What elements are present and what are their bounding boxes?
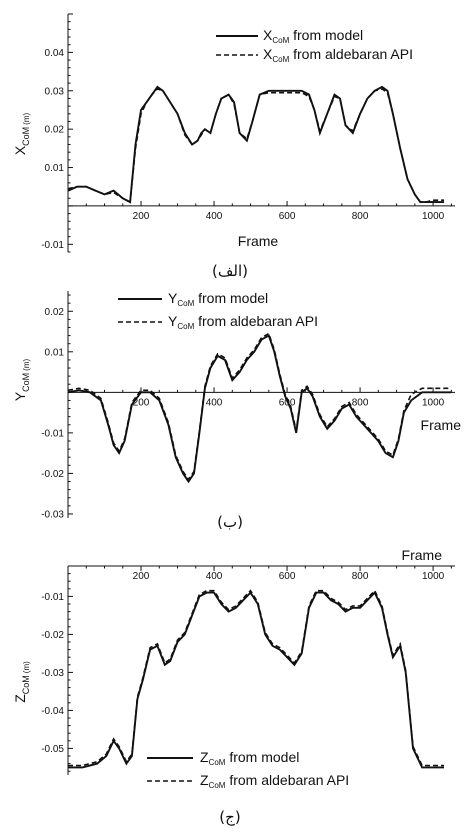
y-axis-title: ZCoM(m) xyxy=(12,661,31,703)
legend-entry-label: ZCoM from model xyxy=(200,749,299,767)
legend-entry-label: ZCoM from aldebaran API xyxy=(200,772,349,790)
x-tick-label: 200 xyxy=(133,397,150,408)
x-tick-label: 1000 xyxy=(422,211,445,222)
x-tick-label: 200 xyxy=(133,211,150,222)
y-tick-label: -0.05 xyxy=(41,744,64,755)
legend-entry-label: YCoM from aldebaran API xyxy=(168,313,318,331)
chart-panel-3: -0.05 -0.04 -0.03 -0.02 -0.01 200 400 600 800 100… xyxy=(12,547,455,827)
y-tick-label: -0.04 xyxy=(41,706,64,717)
series-line-model xyxy=(67,334,452,484)
y-tick-label: 0.02 xyxy=(45,307,65,318)
chart-panel-1: -0.01 0.01 0.02 0.03 0.04 200 400 600 800 1000 Fra… xyxy=(12,13,455,280)
x-tick-label: 400 xyxy=(206,211,223,222)
y-tick-label: 0.03 xyxy=(45,86,65,97)
y-tick-label: -0.03 xyxy=(41,509,64,520)
series-line-model xyxy=(68,590,444,769)
x-tick-label: 400 xyxy=(206,397,223,408)
y-tick-label: -0.03 xyxy=(41,668,64,679)
x-axis-title: Frame xyxy=(421,417,462,433)
y-tick-label: -0.01 xyxy=(41,428,64,439)
x-tick-label: 1000 xyxy=(422,397,445,408)
y-axis-title: XCoM(m) xyxy=(12,112,31,155)
x-axis-title: Frame xyxy=(402,547,443,563)
legend: YCoM from model YCoM from aldebaran API xyxy=(118,290,318,331)
panel-label: (ب) xyxy=(217,513,243,531)
y-tick-label: -0.02 xyxy=(41,630,64,641)
panel-label: (ج) xyxy=(219,808,240,827)
series-line-aldebaran-api xyxy=(67,87,444,204)
x-axis-title: Frame xyxy=(238,233,279,249)
y-tick-label: 0.01 xyxy=(45,163,65,174)
y-tick-label: 0.01 xyxy=(45,347,65,358)
y-tick-label: -0.01 xyxy=(41,240,64,251)
y-tick-label: 0.04 xyxy=(45,48,65,59)
legend-entry-label: XCoM from model xyxy=(263,27,363,45)
panel-label: (الف) xyxy=(212,262,248,280)
x-tick-label: 600 xyxy=(279,571,296,582)
x-tick-label: 400 xyxy=(206,571,223,582)
x-tick-label: 800 xyxy=(352,397,369,408)
series-line-aldebaran-api xyxy=(67,332,452,481)
x-tick-label: 600 xyxy=(279,211,296,222)
y-tick-label: 0.02 xyxy=(45,125,65,136)
y-axis-title: YCoM(m) xyxy=(12,358,31,401)
y-tick-label: -0.02 xyxy=(41,469,64,480)
x-tick-label: 200 xyxy=(133,571,150,582)
legend-entry-label: XCoM from aldebaran API xyxy=(263,46,413,64)
legend-entry-label: YCoM from model xyxy=(168,290,268,308)
x-tick-label: 800 xyxy=(352,211,369,222)
series-line-model xyxy=(67,85,444,204)
series-line-aldebaran-api xyxy=(68,589,444,767)
legend: ZCoM from model ZCoM from aldebaran API xyxy=(147,749,349,790)
x-tick-label: 1000 xyxy=(422,571,445,582)
y-tick-label: -0.01 xyxy=(41,592,64,603)
x-tick-label: 800 xyxy=(352,571,369,582)
